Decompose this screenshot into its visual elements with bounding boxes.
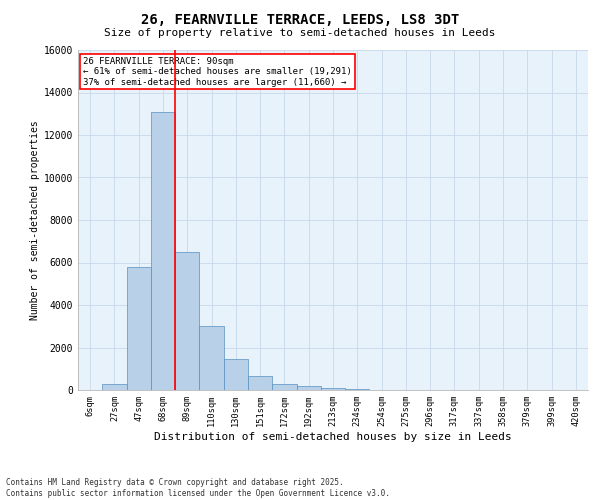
Text: Contains HM Land Registry data © Crown copyright and database right 2025.
Contai: Contains HM Land Registry data © Crown c… [6,478,390,498]
Bar [224,359,248,390]
Text: 26, FEARNVILLE TERRACE, LEEDS, LS8 3DT: 26, FEARNVILLE TERRACE, LEEDS, LS8 3DT [141,12,459,26]
Bar [199,326,224,390]
Bar [296,386,321,390]
Bar [151,112,175,390]
Bar [321,388,345,390]
Bar [248,376,272,390]
X-axis label: Distribution of semi-detached houses by size in Leeds: Distribution of semi-detached houses by … [154,432,512,442]
Bar [102,384,127,390]
Text: 26 FEARNVILLE TERRACE: 90sqm
← 61% of semi-detached houses are smaller (19,291)
: 26 FEARNVILLE TERRACE: 90sqm ← 61% of se… [83,57,352,86]
Bar [175,252,199,390]
Bar [127,267,151,390]
Text: Size of property relative to semi-detached houses in Leeds: Size of property relative to semi-detach… [104,28,496,38]
Bar [272,384,296,390]
Y-axis label: Number of semi-detached properties: Number of semi-detached properties [29,120,40,320]
